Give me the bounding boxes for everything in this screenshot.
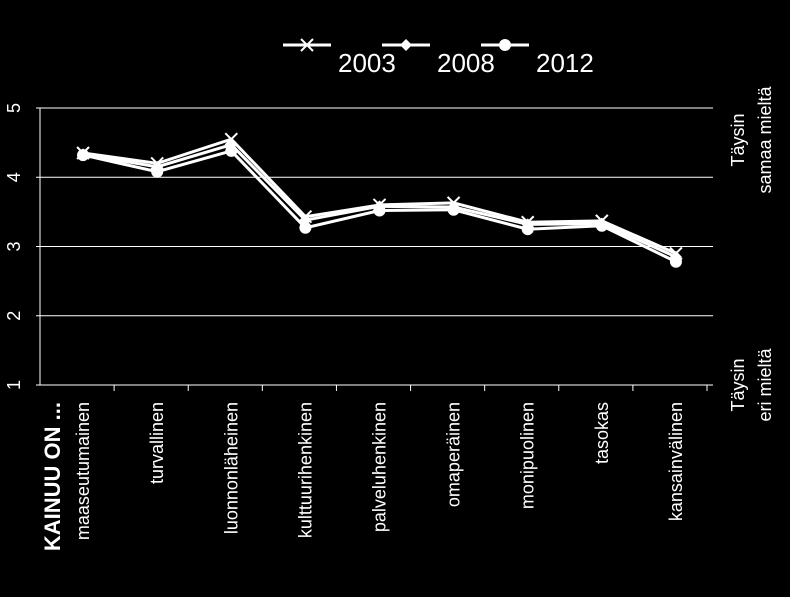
marker — [447, 203, 460, 216]
marker — [499, 39, 511, 51]
annotation: Täysin — [728, 113, 748, 166]
x-tick-label: monipuolinen — [518, 402, 538, 509]
annotation: Täysin — [728, 358, 748, 411]
legend-label: 2008 — [437, 48, 495, 78]
marker — [400, 39, 412, 51]
marker — [373, 204, 386, 217]
annotation: samaa mieltä — [755, 85, 775, 193]
legend-label: 2003 — [338, 48, 396, 78]
x-tick-label: kansainvälinen — [666, 402, 686, 521]
marker — [595, 219, 608, 232]
x-tick-label: palveluhenkinen — [370, 402, 390, 532]
marker — [77, 149, 90, 162]
legend-label: 2012 — [536, 48, 594, 78]
marker — [521, 223, 534, 236]
series-line — [82, 137, 677, 255]
marker — [225, 144, 238, 157]
x-tick-label: tasokas — [592, 402, 612, 464]
marker — [669, 255, 682, 268]
y-tick-label: 5 — [4, 103, 24, 113]
y-tick-label: 3 — [4, 241, 24, 251]
y-tick-label: 2 — [4, 311, 24, 321]
marker — [300, 38, 314, 52]
x-tick-label: omaperäinen — [444, 402, 464, 507]
x-tick-label: maaseutumainen — [73, 402, 93, 540]
annotation: eri mieltä — [755, 348, 775, 422]
x-tick-label: turvallinen — [147, 402, 167, 484]
x-axis-label: KAINUU ON ... — [40, 402, 65, 551]
x-tick-label: luonnonläheinen — [221, 402, 241, 534]
y-tick-label: 4 — [4, 172, 24, 182]
marker — [151, 165, 164, 178]
y-tick-label: 1 — [4, 380, 24, 390]
marker — [299, 221, 312, 234]
x-tick-label: kulttuurihenkinen — [295, 402, 315, 538]
